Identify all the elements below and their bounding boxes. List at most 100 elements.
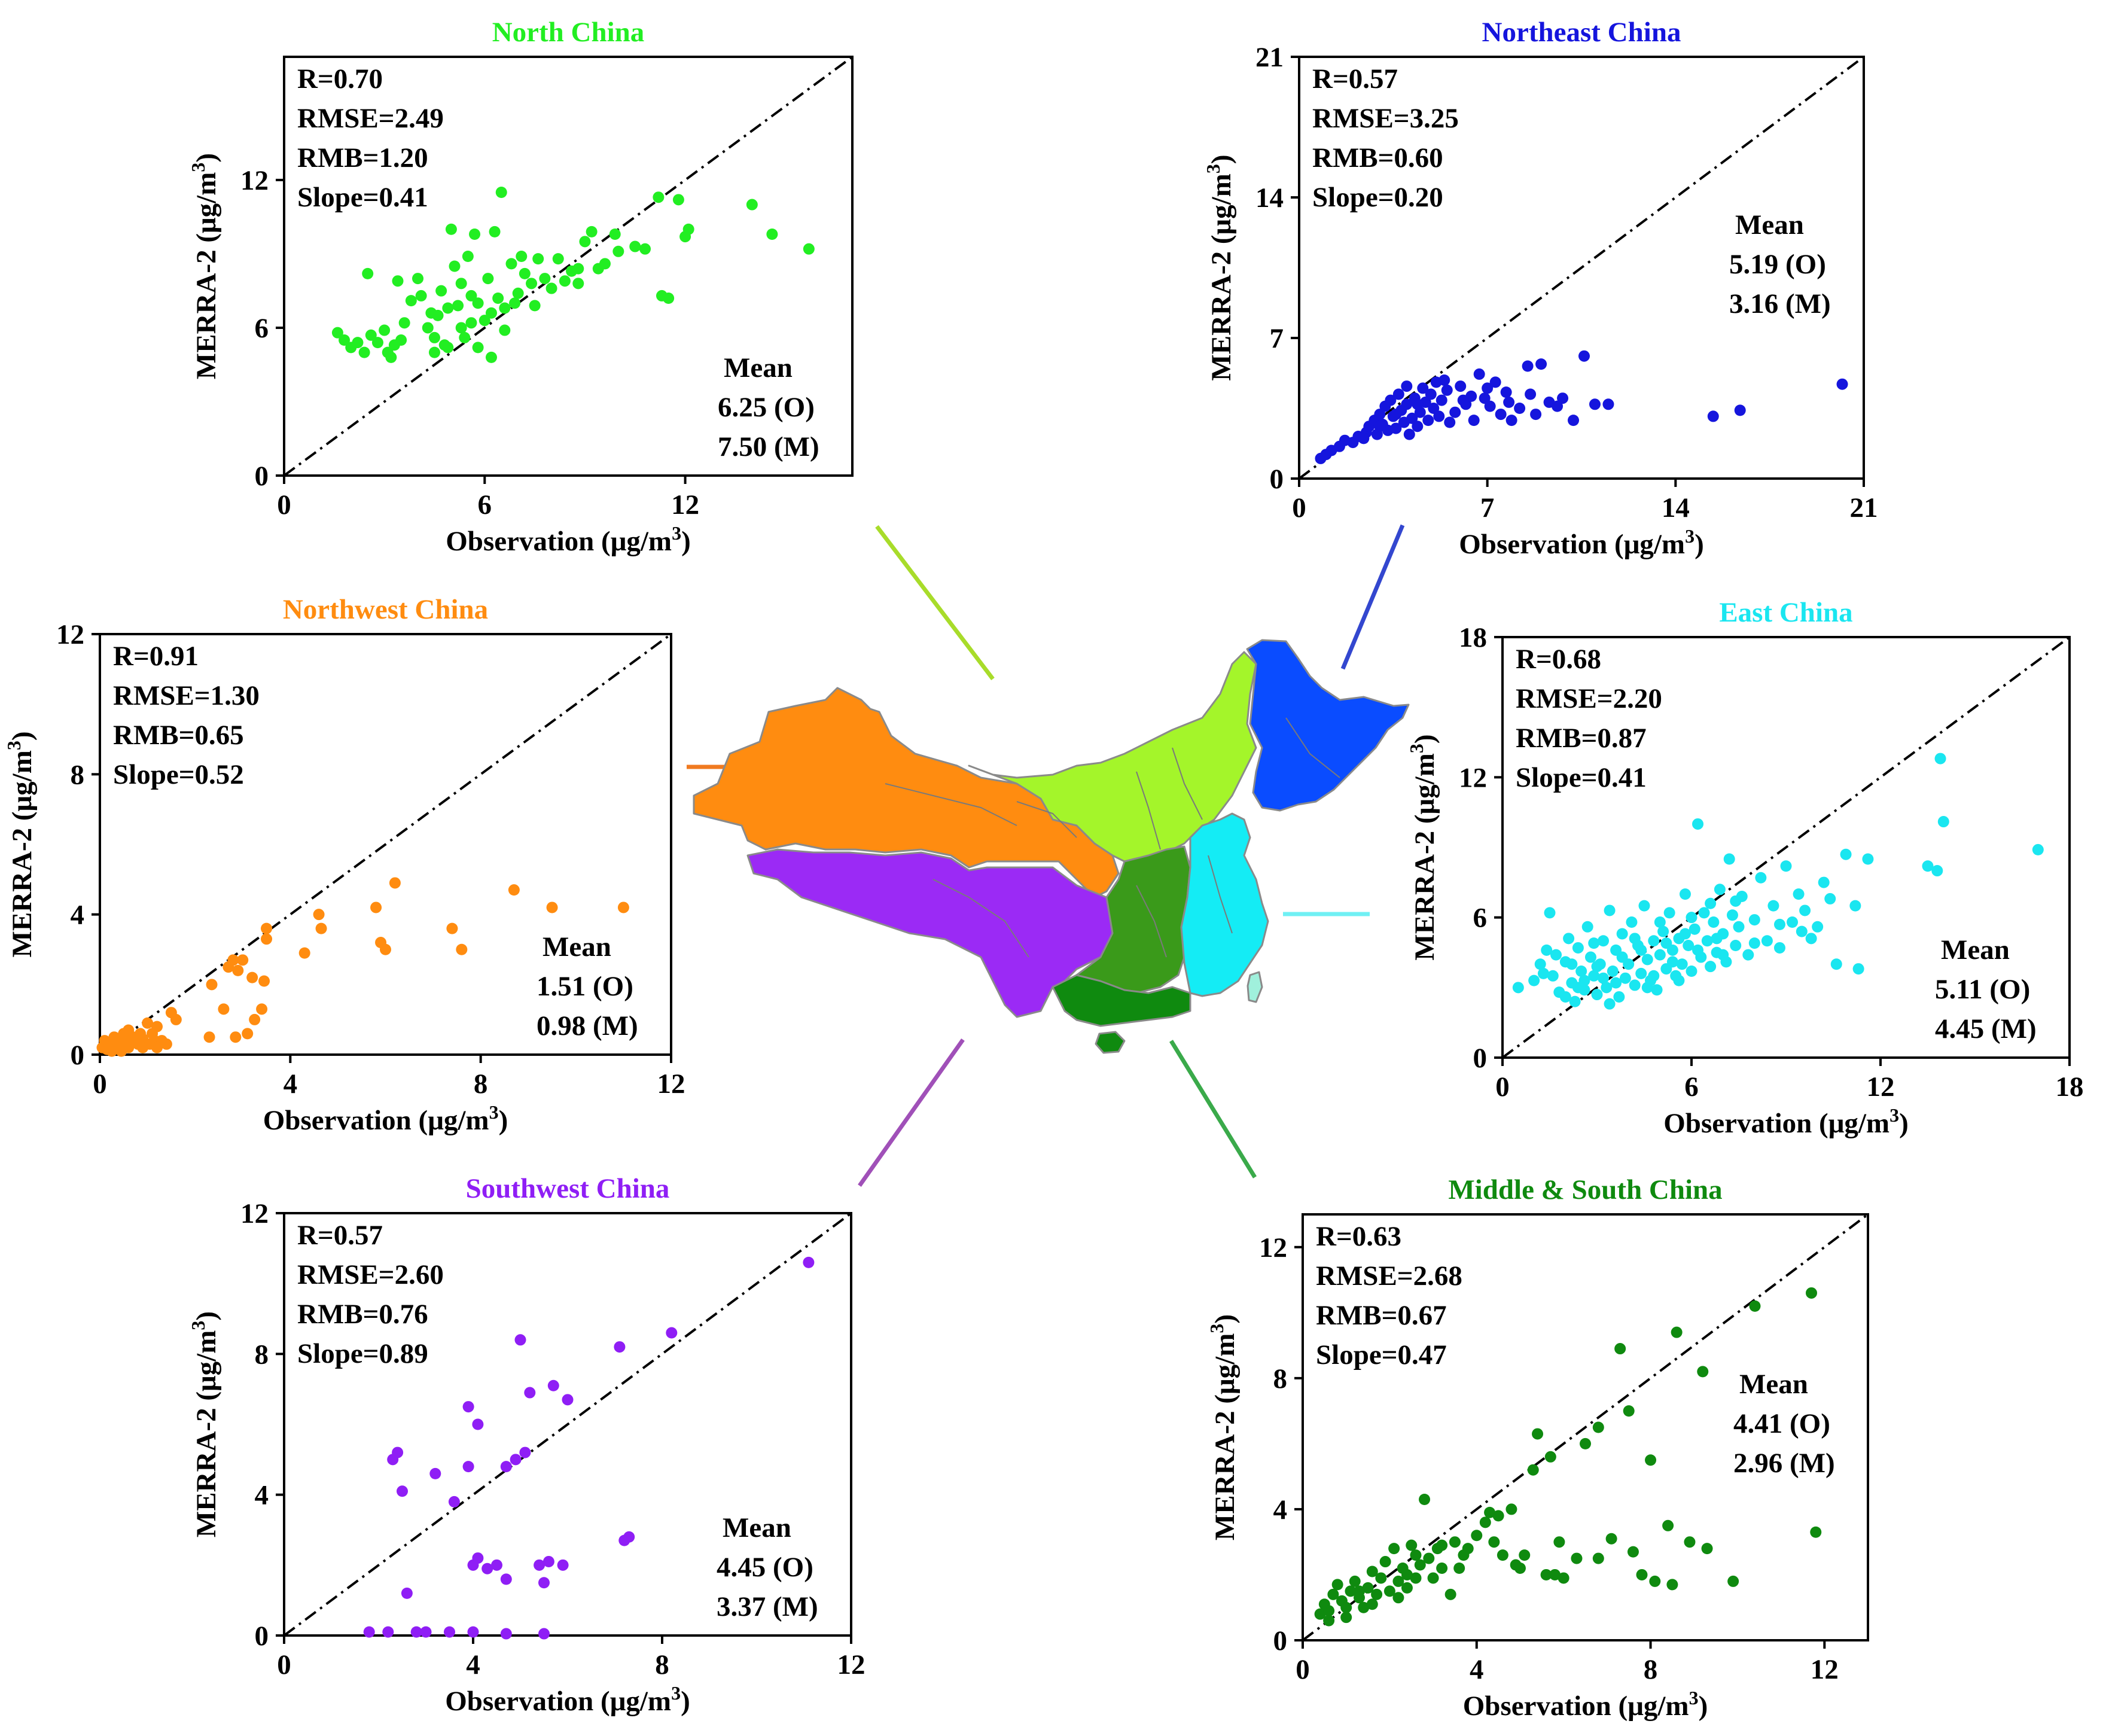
x-tick-label: 18 — [2056, 1071, 2084, 1102]
data-point — [479, 315, 490, 327]
y-axis-label: MERRA-2 (μg/m3) — [187, 153, 222, 379]
data-point — [1366, 1566, 1378, 1577]
stat-text: RMB=0.67 — [1316, 1300, 1447, 1331]
data-point — [1796, 925, 1808, 937]
data-point — [538, 1577, 550, 1589]
data-point — [1572, 942, 1584, 954]
data-point — [242, 1028, 254, 1040]
panel-northeast: 0 7 14 21 0 7 14 21 Northeast China Observation (… — [1202, 17, 1878, 560]
data-point — [500, 1461, 512, 1473]
data-point — [1471, 1530, 1483, 1542]
data-point — [1510, 1559, 1522, 1571]
data-point — [1390, 409, 1402, 421]
mean-value: 0.98 (M) — [537, 1010, 638, 1041]
data-point — [1619, 972, 1631, 984]
data-point — [230, 1031, 242, 1043]
data-point — [1793, 888, 1805, 900]
data-point — [1519, 1549, 1531, 1561]
x-tick-label: 7 — [1480, 492, 1495, 523]
data-point — [1748, 937, 1760, 949]
data-point — [1742, 949, 1754, 961]
data-point — [398, 317, 410, 329]
data-point — [1671, 1326, 1683, 1338]
data-point — [1412, 398, 1424, 410]
data-point — [1514, 403, 1526, 414]
data-point — [382, 1626, 394, 1638]
data-point — [1371, 1588, 1383, 1600]
data-point — [1830, 958, 1842, 970]
data-point — [1705, 897, 1717, 909]
mean-value: 5.19 (O) — [1729, 249, 1826, 280]
stat-text: Slope=0.41 — [297, 182, 428, 213]
plot-frame — [99, 633, 672, 1056]
data-point — [546, 901, 558, 913]
data-point — [462, 1461, 474, 1473]
data-point — [1666, 956, 1678, 968]
y-tick-label: 0 — [1270, 464, 1284, 495]
data-point — [428, 346, 440, 358]
y-tick-label: 0 — [255, 1621, 269, 1652]
data-point — [232, 964, 244, 976]
data-point — [1374, 421, 1386, 433]
data-point — [539, 273, 551, 285]
data-point — [1401, 380, 1413, 392]
data-point — [1654, 949, 1666, 961]
data-point — [1805, 933, 1817, 945]
panel-title: Northwest China — [283, 594, 488, 625]
data-point — [1578, 350, 1590, 362]
data-point — [459, 331, 471, 343]
data-point — [1425, 388, 1437, 400]
data-point — [1705, 961, 1717, 973]
data-point — [1375, 1572, 1387, 1584]
data-point — [1406, 412, 1418, 424]
data-point — [1849, 900, 1861, 912]
mean-value: 4.41 (O) — [1733, 1408, 1830, 1439]
data-point — [803, 1256, 815, 1268]
data-point — [552, 253, 564, 265]
data-point — [313, 909, 325, 921]
data-point — [1787, 916, 1799, 928]
mean-label: Mean — [723, 1512, 791, 1543]
x-axis-label: Observation (μg/m3) — [446, 522, 690, 557]
data-point — [1390, 422, 1402, 434]
data-point — [1598, 972, 1610, 984]
data-point — [1623, 1405, 1635, 1417]
data-point — [547, 1379, 559, 1391]
data-point — [1818, 876, 1830, 888]
data-point — [1824, 893, 1836, 904]
data-point — [482, 273, 494, 285]
stat-text: Slope=0.41 — [1516, 762, 1647, 793]
plot-frame — [283, 1212, 852, 1637]
data-point — [1522, 360, 1534, 372]
data-point — [617, 901, 629, 913]
data-point — [1714, 884, 1726, 896]
panel-title: Southwest China — [466, 1173, 670, 1204]
data-point — [1840, 848, 1852, 860]
data-point — [1468, 415, 1480, 427]
data-point — [612, 245, 624, 257]
data-point — [545, 282, 557, 294]
mean-value: 4.45 (M) — [1935, 1013, 2037, 1044]
x-tick-label: 4 — [466, 1649, 480, 1680]
data-point — [1345, 1585, 1357, 1597]
data-point — [249, 1013, 261, 1025]
connector-lines — [687, 524, 1405, 1187]
y-axis-label: MERRA-2 (μg/m3) — [1406, 734, 1440, 960]
map-north-region — [968, 651, 1257, 863]
y-tick-label: 0 — [1473, 1043, 1488, 1074]
data-point — [1727, 1575, 1739, 1587]
stat-text: RMSE=2.60 — [297, 1259, 444, 1290]
data-point — [1489, 376, 1501, 388]
data-point — [543, 1555, 554, 1567]
data-point — [1505, 1503, 1517, 1515]
data-point — [456, 943, 468, 955]
data-point — [1676, 958, 1688, 970]
data-point — [746, 199, 758, 211]
data-point — [1455, 380, 1467, 392]
data-point — [258, 975, 270, 987]
data-point — [1761, 935, 1773, 947]
data-point — [467, 1626, 479, 1638]
data-point — [538, 1628, 550, 1640]
data-point — [203, 1031, 215, 1043]
data-point — [1362, 1582, 1374, 1594]
